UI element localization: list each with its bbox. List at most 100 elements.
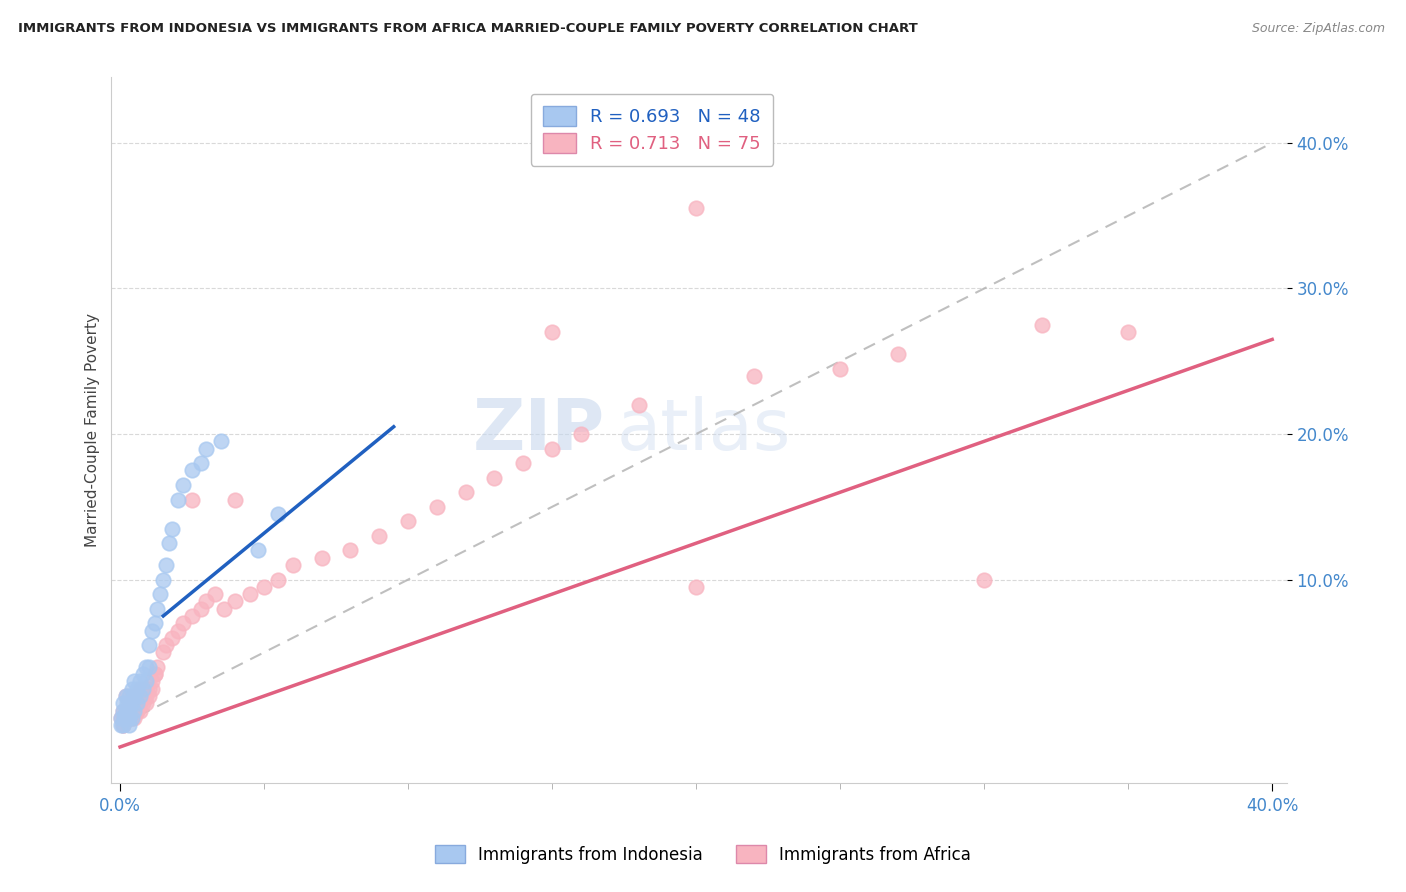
Point [110, 718, 132, 732]
Point [110, 711, 132, 725]
Point [224, 492, 246, 507]
Point [830, 361, 852, 376]
Point [181, 609, 204, 624]
Point [121, 681, 143, 696]
Point [127, 689, 149, 703]
Point [138, 660, 160, 674]
Point [541, 325, 564, 339]
Point [152, 573, 174, 587]
Point [114, 704, 136, 718]
Text: Source: ZipAtlas.com: Source: ZipAtlas.com [1251, 22, 1385, 36]
Point [149, 587, 172, 601]
Point [311, 550, 333, 565]
Point [124, 704, 146, 718]
Point [132, 681, 155, 696]
Point [887, 347, 910, 361]
Point [155, 558, 177, 572]
Point [204, 587, 226, 601]
Point [111, 718, 134, 732]
Point [166, 492, 188, 507]
Point [121, 689, 143, 703]
Text: IMMIGRANTS FROM INDONESIA VS IMMIGRANTS FROM AFRICA MARRIED-COUPLE FAMILY POVERT: IMMIGRANTS FROM INDONESIA VS IMMIGRANTS … [18, 22, 918, 36]
Point [118, 718, 141, 732]
Legend: R = 0.693   N = 48, R = 0.713   N = 75: R = 0.693 N = 48, R = 0.713 N = 75 [530, 94, 773, 166]
Point [190, 456, 212, 470]
Point [118, 696, 141, 710]
Point [1031, 318, 1053, 332]
Point [742, 368, 765, 383]
Point [172, 616, 194, 631]
Point [129, 704, 152, 718]
Point [135, 689, 157, 703]
Point [267, 573, 290, 587]
Point [135, 681, 157, 696]
Point [124, 696, 146, 710]
Point [114, 689, 136, 703]
Point [569, 427, 592, 442]
Point [114, 711, 136, 725]
Point [127, 681, 149, 696]
Point [112, 711, 135, 725]
Point [124, 689, 146, 703]
Point [152, 645, 174, 659]
Point [114, 689, 136, 703]
Point [112, 711, 135, 725]
Point [111, 704, 134, 718]
Point [111, 718, 134, 732]
Point [484, 471, 506, 485]
Point [281, 558, 304, 572]
Point [195, 442, 218, 456]
Point [111, 718, 134, 732]
Point [1116, 325, 1139, 339]
Point [138, 681, 160, 696]
Point [132, 667, 155, 681]
Point [160, 631, 183, 645]
Point [118, 711, 141, 725]
Y-axis label: Married-Couple Family Poverty: Married-Couple Family Poverty [86, 313, 100, 548]
Point [267, 507, 290, 521]
Point [129, 689, 152, 703]
Point [160, 522, 183, 536]
Point [114, 711, 136, 725]
Point [129, 681, 152, 696]
Point [124, 674, 146, 689]
Point [111, 696, 134, 710]
Text: atlas: atlas [617, 396, 792, 465]
Point [135, 674, 157, 689]
Point [135, 660, 157, 674]
Point [138, 638, 160, 652]
Point [224, 594, 246, 608]
Point [190, 601, 212, 615]
Point [118, 711, 141, 725]
Point [426, 500, 449, 514]
Point [512, 456, 534, 470]
Point [166, 624, 188, 638]
Point [541, 442, 564, 456]
Point [127, 696, 149, 710]
Point [118, 711, 141, 725]
Point [685, 580, 707, 594]
Point [195, 594, 218, 608]
Point [181, 492, 204, 507]
Point [132, 689, 155, 703]
Point [118, 711, 141, 725]
Point [239, 587, 262, 601]
Point [114, 704, 136, 718]
Point [121, 711, 143, 725]
Point [143, 667, 166, 681]
Point [212, 601, 235, 615]
Point [132, 681, 155, 696]
Point [117, 696, 139, 710]
Point [141, 674, 163, 689]
Point [146, 601, 169, 615]
Point [124, 704, 146, 718]
Point [627, 398, 650, 412]
Text: ZIP: ZIP [472, 396, 605, 465]
Point [138, 689, 160, 703]
Point [121, 711, 143, 725]
Point [247, 543, 270, 558]
Point [127, 704, 149, 718]
Point [135, 696, 157, 710]
Point [132, 696, 155, 710]
Legend: Immigrants from Indonesia, Immigrants from Africa: Immigrants from Indonesia, Immigrants fr… [427, 838, 979, 871]
